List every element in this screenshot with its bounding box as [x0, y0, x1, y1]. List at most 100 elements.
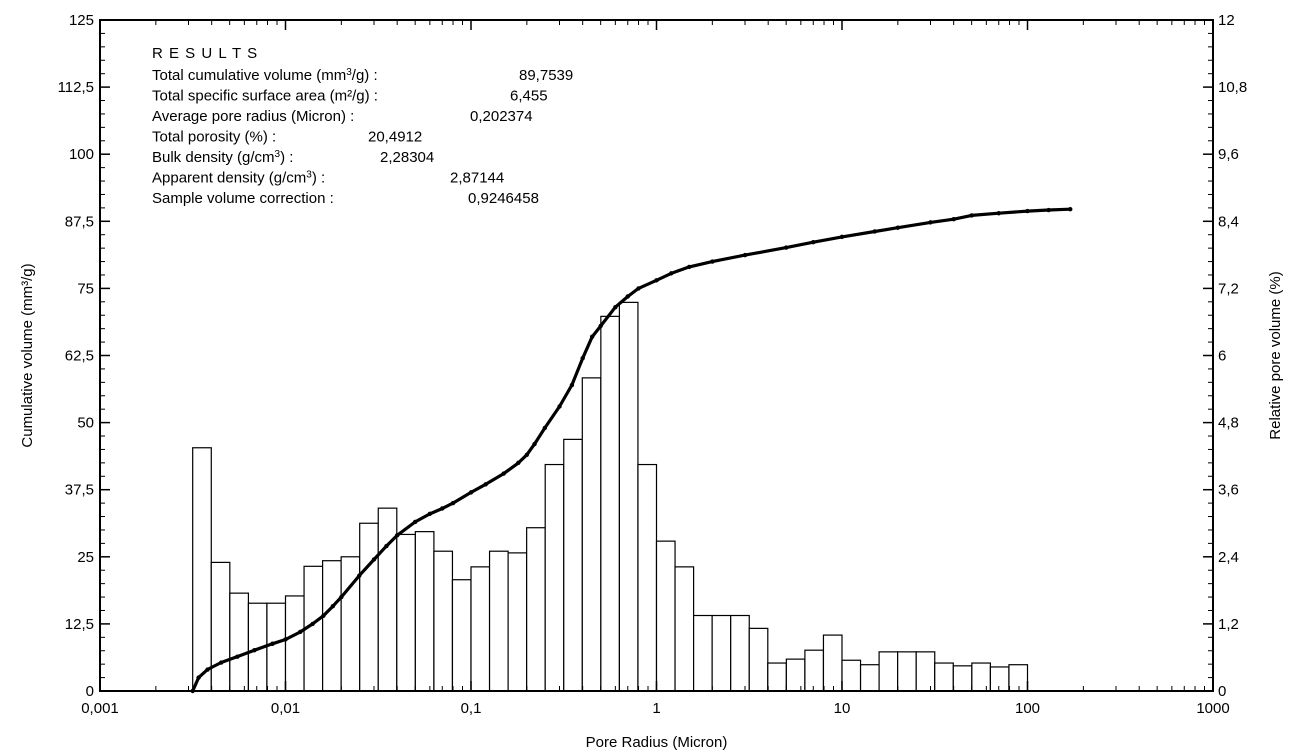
results-line-value: 0,9246458 [468, 190, 539, 207]
y-right-tick-label: 8,4 [1218, 213, 1239, 230]
histogram-bar [284, 595, 305, 692]
cumulative-point [516, 460, 521, 466]
cumulative-point [196, 675, 201, 680]
results-line-label-text: Total porosity (%) : [152, 129, 276, 146]
results-line-value: 20,4912 [368, 129, 422, 146]
results-line-label-text: Bulk density (g/cm [152, 149, 275, 166]
histogram-bar [563, 438, 583, 692]
histogram-bar [470, 566, 491, 692]
cumulative-point [598, 323, 603, 329]
cumulative-point [951, 216, 956, 222]
histogram-bar [544, 463, 565, 692]
histogram-bar [266, 602, 287, 692]
histogram-bar [192, 447, 212, 692]
histogram-bar [600, 315, 621, 692]
histogram-bar [396, 533, 416, 692]
histogram-bar [934, 662, 954, 692]
y-left-tick-label: 87,5 [65, 213, 94, 230]
cumulative-point [654, 278, 659, 283]
cumulative-point [969, 213, 974, 218]
y-left-tick-label: 25 [77, 549, 94, 566]
cumulative-point [483, 482, 488, 487]
results-line-label: Total porosity (%) : [152, 129, 276, 146]
cumulative-point [1046, 207, 1051, 213]
histogram-bar [878, 651, 899, 692]
results-line-label-text: Average pore radius (Micron) : [152, 108, 354, 125]
results-line-value: 6,455 [510, 88, 548, 105]
histogram-bar [989, 666, 1010, 692]
x-tick-label: 1000 [1196, 700, 1229, 717]
cumulative-point [252, 648, 257, 653]
histogram-bar [767, 662, 787, 692]
cumulative-point [357, 573, 362, 578]
results-line-label: Sample volume correction : [152, 190, 334, 207]
cumulative-point [710, 259, 715, 264]
histogram-bar [785, 658, 806, 692]
results-line-label-suffix: /g) : [352, 67, 378, 84]
results-line-value: 2,87144 [450, 170, 504, 187]
cumulative-point [686, 264, 692, 270]
cumulative-point [450, 500, 456, 506]
cumulative-point [1068, 207, 1073, 212]
y-left-tick-label: 62,5 [65, 348, 94, 365]
cumulative-point [668, 271, 674, 276]
cumulative-point [811, 240, 816, 245]
cumulative-point [742, 252, 748, 258]
y-axis-left-label: Cumulative volume (mm³/g) [19, 263, 36, 447]
results-line-value: 89,7539 [519, 67, 573, 84]
results-line-label-text: Total cumulative volume (mm [152, 67, 346, 84]
cumulative-point [569, 382, 575, 388]
histogram-bar [915, 651, 936, 692]
x-tick-label: 0,01 [271, 700, 300, 717]
x-tick-label: 10 [834, 700, 851, 717]
histogram-bar [322, 560, 342, 692]
cumulative-point [839, 234, 845, 240]
histogram-bar [841, 659, 862, 692]
histogram-bar [507, 552, 528, 692]
y-left-tick-label: 12,5 [65, 616, 94, 633]
cumulative-point [468, 490, 474, 495]
cumulative-point [532, 441, 537, 447]
histogram-bar [859, 664, 880, 692]
y-right-tick-label: 12 [1218, 12, 1235, 29]
cumulative-point [270, 641, 275, 646]
x-tick-label: 1 [652, 700, 660, 717]
y-left-tick-label: 112,5 [58, 79, 94, 96]
results-line-label-suffix: ) : [312, 170, 325, 187]
cumulative-point [636, 286, 641, 291]
y-left-tick-label: 37,5 [65, 482, 94, 499]
cumulative-point [371, 557, 377, 562]
results-line-label: Average pore radius (Micron) : [152, 108, 354, 125]
cumulative-point [310, 621, 315, 627]
axis-ticks [99, 19, 1214, 692]
cumulative-point [339, 594, 344, 600]
cumulative-curve [190, 207, 1073, 694]
cumulative-point [235, 654, 240, 659]
cumulative-point [330, 603, 336, 609]
results-title: R E S U L T S [152, 45, 258, 62]
results-line-superscript: 3 [346, 67, 352, 78]
histogram-bar [952, 665, 973, 692]
histogram-bar [488, 550, 509, 692]
histogram-bar [1008, 664, 1029, 692]
results-line-value: 0,202374 [470, 108, 533, 125]
y-right-tick-label: 3,6 [1218, 482, 1239, 499]
cumulative-point [501, 471, 506, 476]
cumulative-point [783, 245, 789, 250]
cumulative-point [297, 629, 303, 635]
histogram-bar [451, 579, 472, 692]
results-line-value: 2,28304 [380, 149, 434, 166]
histogram-bar [971, 662, 991, 692]
histogram-bars [192, 301, 1029, 692]
results-line-label-text: Sample volume correction : [152, 190, 334, 207]
histogram-bar [359, 522, 379, 692]
cumulative-point [872, 229, 877, 234]
cumulative-point [412, 519, 418, 525]
histogram-bar [822, 634, 843, 692]
cumulative-point [1025, 208, 1030, 214]
cumulative-point [580, 355, 585, 361]
histogram-bar [377, 507, 398, 692]
results-line-label-text: Apparent density (g/cm [152, 170, 306, 187]
cumulative-point [557, 404, 562, 409]
y-left-tick-label: 50 [77, 415, 94, 432]
